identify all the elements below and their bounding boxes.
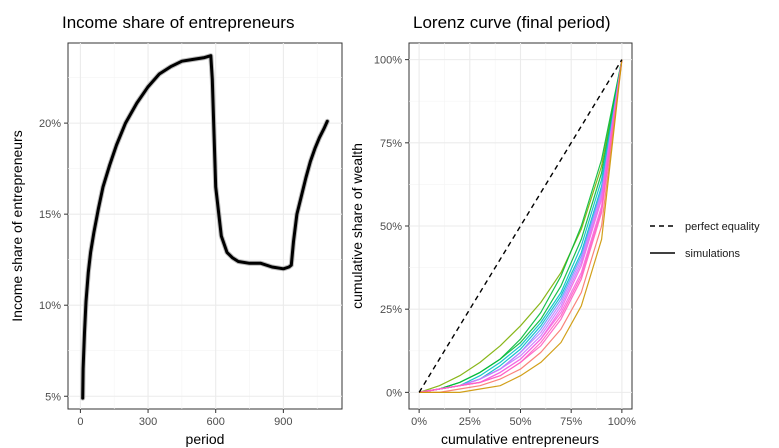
- lorenz-simulation-line: [419, 59, 623, 393]
- income-share-y-axis-title: Income share of entrepreneurs: [9, 130, 25, 321]
- lorenz-title: Lorenz curve (final period): [413, 13, 610, 32]
- x-tick-label: 600: [207, 416, 225, 428]
- lorenz-series: [418, 59, 623, 393]
- income-share-grid: [68, 43, 342, 409]
- x-tick-label: 900: [274, 416, 292, 428]
- y-tick-label: 0%: [386, 387, 402, 399]
- lorenz-simulation-line: [419, 59, 623, 393]
- x-tick-label: 0: [77, 416, 83, 428]
- lorenz-simulation-line: [419, 59, 623, 393]
- lorenz-x-axis-title: cumulative entrepreneurs: [441, 431, 599, 447]
- income-share-x-axis-title: period: [186, 431, 225, 447]
- perfect-equality-line: [418, 59, 623, 393]
- lorenz-simulation-line: [419, 59, 623, 393]
- lorenz-simulation-line: [418, 59, 623, 393]
- x-tick-label: 25%: [459, 416, 481, 428]
- y-tick-label: 10%: [39, 300, 61, 312]
- y-tick-label: 50%: [380, 221, 402, 233]
- y-tick-label: 25%: [380, 304, 402, 316]
- y-tick-label: 5%: [45, 391, 61, 403]
- lorenz-grid: [409, 43, 632, 409]
- income-share-title: Income share of entrepreneurs: [62, 13, 294, 32]
- lorenz-x-ticks: 0% 25% 50% 75% 100%: [411, 409, 636, 428]
- income-share-line: [81, 54, 329, 400]
- income-share-series: [80, 53, 330, 401]
- x-tick-label: 0%: [411, 416, 427, 428]
- legend-label-perfect-equality: perfect equality: [685, 221, 760, 233]
- x-tick-label: 300: [139, 416, 157, 428]
- income-share-y-ticks: 5% 10% 15% 20%: [39, 118, 68, 403]
- y-tick-label: 100%: [374, 55, 402, 67]
- x-tick-label: 100%: [608, 416, 636, 428]
- legend: perfect equality simulations: [650, 221, 760, 260]
- income-share-x-ticks: 0 300 600 900: [77, 409, 293, 428]
- x-tick-label: 75%: [560, 416, 582, 428]
- y-tick-label: 75%: [380, 138, 402, 150]
- lorenz-y-ticks: 0% 25% 50% 75% 100%: [374, 55, 409, 399]
- x-tick-label: 50%: [509, 416, 531, 428]
- lorenz-y-axis-title: cumulative share of wealth: [349, 143, 365, 309]
- legend-label-simulations: simulations: [685, 248, 741, 260]
- y-tick-label: 20%: [39, 118, 61, 130]
- income-share-panel: [67, 42, 343, 410]
- y-tick-label: 15%: [39, 209, 61, 221]
